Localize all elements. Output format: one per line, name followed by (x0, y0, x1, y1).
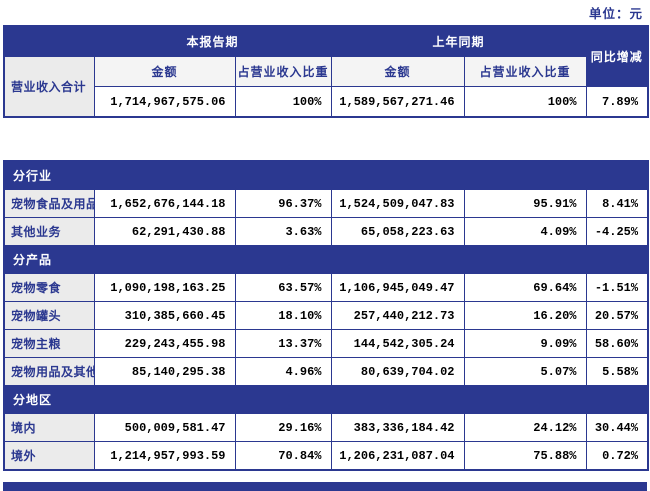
amount-cell: 1,206,231,087.04 (330, 441, 465, 471)
cutoff-section-bar (3, 482, 647, 491)
proportion-cell: 100% (234, 86, 332, 118)
section-title-by-product: 分产品 (3, 245, 649, 274)
amount-cell: 1,106,945,049.47 (330, 273, 465, 302)
yoy-cell: 7.89% (585, 86, 649, 118)
amount-cell: 1,589,567,271.46 (330, 86, 465, 118)
current-proportion-header: 占营业收入比重 (234, 56, 332, 87)
proportion-cell: 13.37% (234, 329, 332, 358)
yoy-change-header: 同比增减 (585, 25, 649, 87)
amount-cell: 310,385,660.45 (93, 301, 236, 330)
proportion-cell: 96.37% (234, 189, 332, 218)
current-amount-header: 金额 (93, 56, 236, 87)
proportion-cell: 24.12% (463, 413, 587, 442)
amount-cell: 257,440,212.73 (330, 301, 465, 330)
amount-cell: 80,639,704.02 (330, 357, 465, 386)
prior-period-header: 上年同期 (330, 25, 587, 57)
table-row: 宠物用品及其他 85,140,295.38 4.96% 80,639,704.0… (3, 357, 649, 386)
proportion-cell: 100% (463, 86, 587, 118)
yoy-cell: 5.58% (585, 357, 649, 386)
revenue-summary-table: 本报告期 上年同期 同比增减 营业收入合计 金额 占营业收入比重 金额 占营业收… (3, 25, 650, 118)
section-header-row: 分地区 (3, 385, 649, 414)
table-row: 境内 500,009,581.47 29.16% 383,336,184.42 … (3, 413, 649, 442)
proportion-cell: 16.20% (463, 301, 587, 330)
proportion-cell: 18.10% (234, 301, 332, 330)
amount-cell: 229,243,455.98 (93, 329, 236, 358)
amount-cell: 144,542,305.24 (330, 329, 465, 358)
row-label: 宠物罐头 (3, 301, 95, 330)
row-label: 境内 (3, 413, 95, 442)
yoy-cell: 8.41% (585, 189, 649, 218)
proportion-cell: 63.57% (234, 273, 332, 302)
proportion-cell: 4.96% (234, 357, 332, 386)
row-label: 宠物零食 (3, 273, 95, 302)
proportion-cell: 70.84% (234, 441, 332, 471)
total-revenue-row: 1,714,967,575.06 100% 1,589,567,271.46 1… (4, 86, 649, 118)
proportion-cell: 95.91% (463, 189, 587, 218)
proportion-cell: 29.16% (234, 413, 332, 442)
table-row: 境外 1,214,957,993.59 70.84% 1,206,231,087… (3, 441, 649, 471)
section-title-by-region: 分地区 (3, 385, 649, 414)
proportion-cell: 9.09% (463, 329, 587, 358)
row-label: 宠物用品及其他 (3, 357, 95, 386)
revenue-breakdown-table: 分行业 宠物食品及用品 1,652,676,144.18 96.37% 1,52… (3, 160, 650, 471)
table-row: 宠物食品及用品 1,652,676,144.18 96.37% 1,524,50… (3, 189, 649, 218)
section-title-by-industry: 分行业 (3, 160, 649, 190)
header-corner-cell (3, 25, 95, 57)
section-header-row: 分行业 (3, 160, 649, 190)
amount-cell: 383,336,184.42 (330, 413, 465, 442)
proportion-cell: 5.07% (463, 357, 587, 386)
yoy-cell: -4.25% (585, 217, 649, 246)
table-row: 其他业务 62,291,430.88 3.63% 65,058,223.63 4… (3, 217, 649, 246)
proportion-cell: 69.64% (463, 273, 587, 302)
table-row: 宠物罐头 310,385,660.45 18.10% 257,440,212.7… (3, 301, 649, 330)
yoy-cell: 0.72% (585, 441, 649, 471)
row-label: 宠物主粮 (3, 329, 95, 358)
amount-cell: 1,090,198,163.25 (93, 273, 236, 302)
yoy-cell: 20.57% (585, 301, 649, 330)
amount-cell: 1,652,676,144.18 (93, 189, 236, 218)
row-label: 其他业务 (3, 217, 95, 246)
proportion-cell: 3.63% (234, 217, 332, 246)
amount-cell: 1,714,967,575.06 (93, 86, 236, 118)
proportion-cell: 75.88% (463, 441, 587, 471)
current-period-header: 本报告期 (93, 25, 332, 57)
subheader-row: 营业收入合计 金额 占营业收入比重 金额 占营业收入比重 (3, 56, 648, 118)
row-label: 境外 (3, 441, 95, 471)
total-revenue-label: 营业收入合计 (3, 56, 95, 118)
yoy-cell: 58.60% (585, 329, 649, 358)
yoy-cell: 30.44% (585, 413, 649, 442)
table-row: 宠物主粮 229,243,455.98 13.37% 144,542,305.2… (3, 329, 649, 358)
amount-cell: 1,214,957,993.59 (93, 441, 236, 471)
row-label: 宠物食品及用品 (3, 189, 95, 218)
amount-cell: 1,524,509,047.83 (330, 189, 465, 218)
period-header-row: 本报告期 上年同期 同比增减 (3, 25, 649, 87)
unit-label: 单位：元 (588, 7, 643, 21)
prior-amount-header: 金额 (330, 56, 465, 87)
amount-cell: 62,291,430.88 (93, 217, 236, 246)
section-header-row: 分产品 (3, 245, 649, 274)
prior-proportion-header: 占营业收入比重 (463, 56, 587, 87)
amount-cell: 85,140,295.38 (93, 357, 236, 386)
proportion-cell: 4.09% (463, 217, 587, 246)
table-row: 宠物零食 1,090,198,163.25 63.57% 1,106,945,0… (3, 273, 649, 302)
yoy-cell: -1.51% (585, 273, 649, 302)
amount-cell: 65,058,223.63 (330, 217, 465, 246)
amount-cell: 500,009,581.47 (93, 413, 236, 442)
